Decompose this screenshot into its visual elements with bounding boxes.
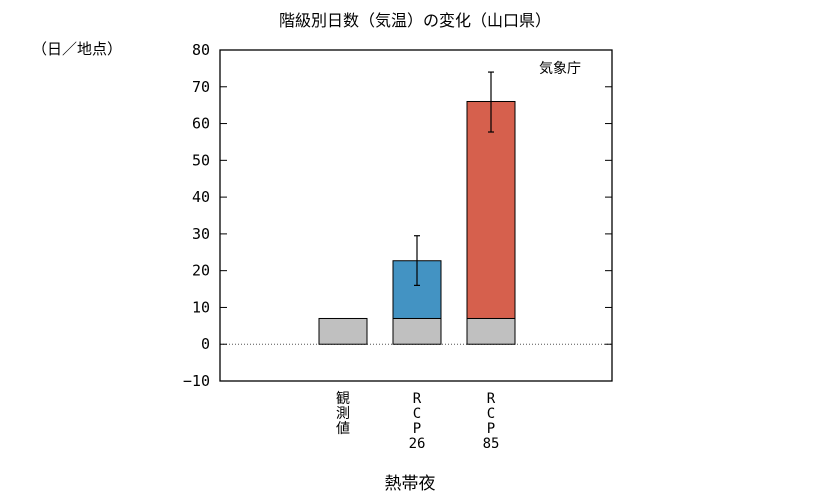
- x-category-label: R: [487, 391, 496, 407]
- x-category-label: 85: [483, 436, 500, 452]
- plot-frame: [219, 49, 613, 382]
- x-category-label: C: [487, 406, 495, 422]
- y-tick-label: 40: [192, 188, 210, 206]
- x-category-label: 26: [409, 436, 426, 452]
- y-tick-label: 80: [192, 41, 210, 59]
- y-tick-label: 0: [201, 335, 210, 353]
- y-tick-label: 10: [192, 298, 210, 316]
- x-category-label: R: [413, 391, 422, 407]
- bar-observed: [466, 317, 516, 345]
- y-tick-label: 60: [192, 115, 210, 133]
- x-category-label: 値: [336, 421, 350, 437]
- source-label: 気象庁: [539, 61, 581, 77]
- x-axis-title: 熱帯夜: [385, 474, 436, 494]
- y-tick-label: −10: [183, 372, 210, 390]
- bar-increase: [466, 100, 516, 319]
- y-tick-label: 70: [192, 78, 210, 96]
- y-tick-label: 30: [192, 225, 210, 243]
- y-tick-label: 50: [192, 151, 210, 169]
- y-axis-unit-label: （日／地点）: [32, 40, 122, 58]
- x-category-label: 測: [336, 406, 350, 422]
- x-category-label: P: [487, 421, 495, 437]
- bar-observed: [392, 317, 442, 345]
- x-category-label: 観: [336, 390, 350, 407]
- y-tick-label: 20: [192, 262, 210, 280]
- chart-title: 階級別日数（気温）の変化（山口県）: [279, 11, 551, 30]
- x-category-label: C: [413, 406, 421, 422]
- x-category-label: P: [413, 421, 421, 437]
- bar-observed: [318, 317, 368, 345]
